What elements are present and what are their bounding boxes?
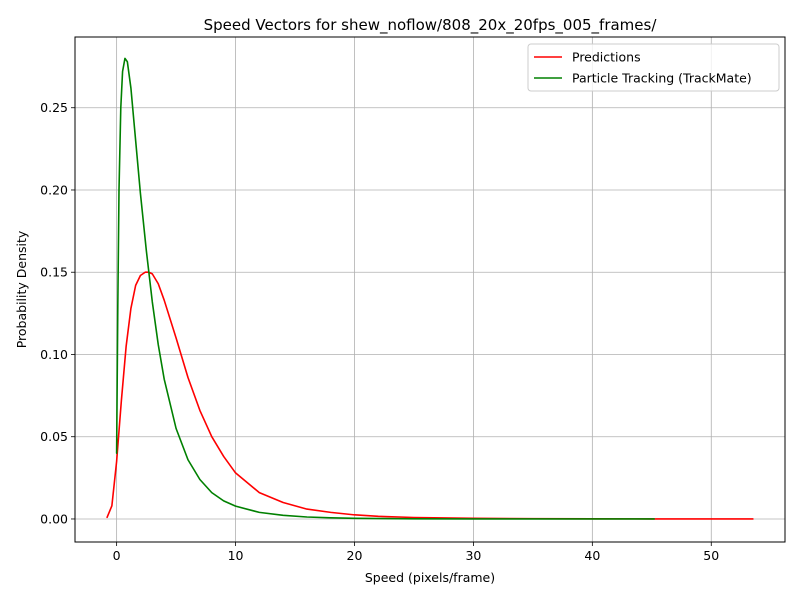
x-tick-label: 40 bbox=[584, 548, 600, 563]
legend-label-predictions: Predictions bbox=[572, 50, 641, 65]
x-axis-label: Speed (pixels/frame) bbox=[365, 570, 495, 585]
series-lines bbox=[106, 57, 754, 520]
y-tick-label: 0.10 bbox=[40, 347, 68, 362]
x-tick-label: 0 bbox=[113, 548, 121, 563]
legend-label-particle-tracking: Particle Tracking (TrackMate) bbox=[572, 71, 752, 86]
series-line-1 bbox=[115, 57, 655, 520]
plot-frame bbox=[74, 36, 786, 543]
y-axis-label: Probability Density bbox=[14, 230, 29, 348]
legend: Predictions Particle Tracking (TrackMate… bbox=[527, 43, 780, 92]
x-tick-label: 50 bbox=[703, 548, 719, 563]
x-tick-label: 30 bbox=[465, 548, 481, 563]
x-tick-label: 10 bbox=[228, 548, 244, 563]
y-tick-label: 0.00 bbox=[40, 511, 68, 526]
y-tick-label: 0.20 bbox=[40, 182, 68, 197]
y-tick-label: 0.25 bbox=[40, 100, 68, 115]
grid-lines bbox=[75, 37, 785, 542]
y-tick-label: 0.05 bbox=[40, 429, 68, 444]
x-axis-ticks: 0 10 20 30 40 50 bbox=[113, 542, 719, 563]
legend-box bbox=[527, 43, 780, 92]
chart-title: Speed Vectors for shew_noflow/808_20x_20… bbox=[204, 16, 658, 35]
y-tick-label: 0.15 bbox=[40, 265, 68, 280]
y-axis-ticks: 0.00 0.05 0.10 0.15 0.20 0.25 bbox=[40, 100, 75, 526]
x-tick-label: 20 bbox=[347, 548, 363, 563]
